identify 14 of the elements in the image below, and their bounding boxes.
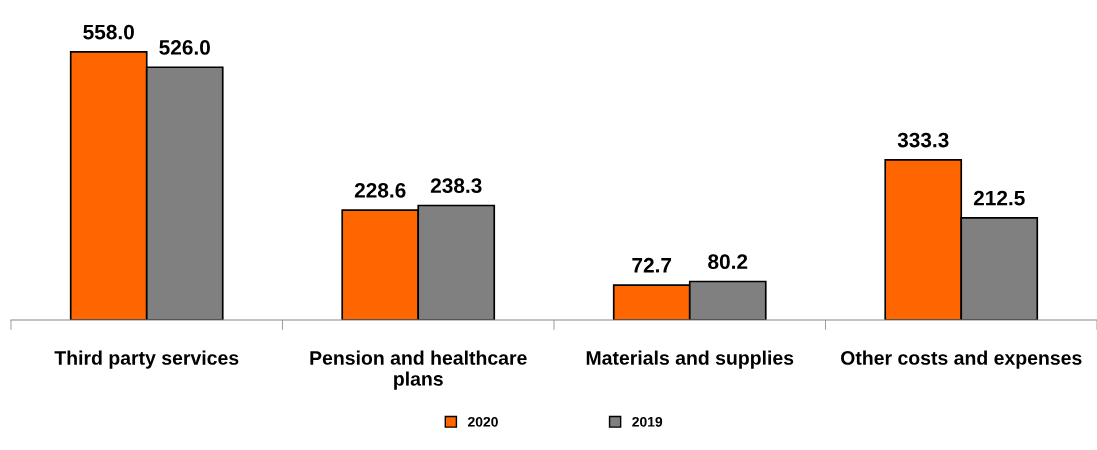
data-label: 72.7 (632, 257, 672, 273)
data-label: 80.2 (708, 254, 748, 270)
data-label: 212.5 (973, 190, 1025, 206)
x-tick-label: Other costs and expenses (841, 350, 1082, 369)
data-label: 238.3 (430, 178, 482, 194)
data-label: 526.0 (159, 40, 210, 55)
legend-label: 2020 (468, 416, 498, 427)
legend-label: 2019 (632, 416, 663, 427)
data-label: 228.6 (354, 182, 406, 198)
data-label: 558.0 (83, 24, 134, 40)
x-tick-label: Third party services (54, 350, 239, 369)
data-label: 333.3 (897, 132, 949, 148)
x-tick-label: Pension and healthcare plans (310, 350, 527, 390)
x-tick-label: Materials and supplies (586, 350, 794, 369)
